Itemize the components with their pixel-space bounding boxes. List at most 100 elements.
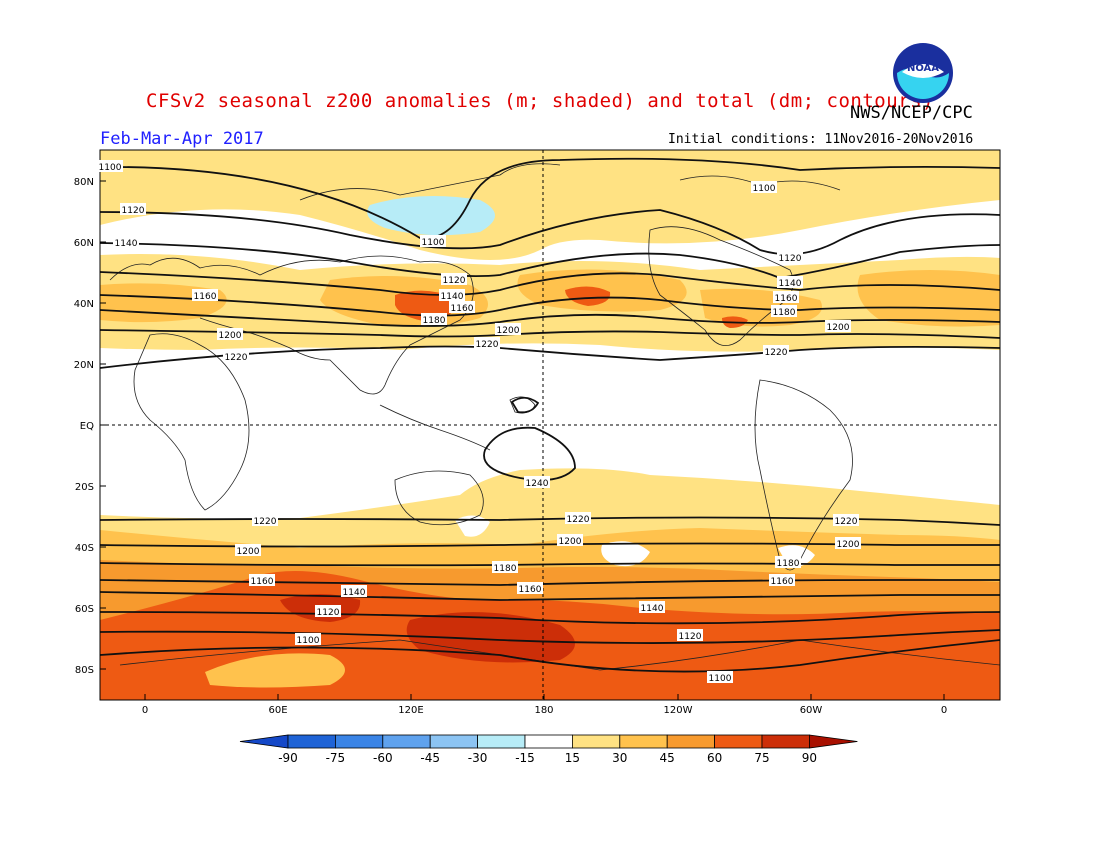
contour-label-bg — [777, 276, 803, 288]
lon-label: 0 — [941, 705, 947, 716]
contour-label: 1120 — [122, 206, 145, 216]
contour-label: 1120 — [317, 608, 340, 618]
contour-label: 1140 — [343, 588, 366, 598]
contour-label: 1140 — [115, 239, 138, 249]
lat-label: 60S — [75, 604, 94, 615]
contour-label: 1180 — [423, 316, 446, 326]
contour-label-bg — [835, 537, 861, 549]
contour-labels: 1100 1100 1100 1100 1100 1120 1120 1120 1120 1120… — [97, 160, 861, 684]
contour-label-bg — [751, 181, 777, 193]
contour-label: 1180 — [494, 564, 517, 574]
contour-label: 1120 — [679, 632, 702, 642]
agency-label: NWS/NCEP/CPC — [850, 103, 973, 123]
contour-label-bg — [97, 160, 123, 172]
contour-label: 1140 — [641, 604, 664, 614]
colorbar-label: 15 — [565, 751, 580, 765]
contour-label: 1160 — [771, 577, 794, 587]
contour-label-bg — [492, 561, 518, 573]
colorbar-segment — [572, 734, 621, 749]
contour-label-bg — [252, 514, 278, 526]
colorbar-label: -45 — [420, 751, 440, 765]
contour-label: 1200 — [237, 547, 260, 557]
contour-label-bg — [495, 323, 521, 335]
noaa-logo-icon: NOAA — [893, 43, 953, 103]
contour-label-bg — [113, 236, 139, 248]
colorbar-segment — [429, 734, 479, 749]
colorbar-segment — [666, 734, 716, 749]
colorbar-segment — [477, 734, 526, 749]
lon-label: 120E — [398, 705, 423, 716]
colorbar-label: 90 — [802, 751, 817, 765]
contour-label: 1220 — [254, 517, 277, 527]
colorbar-segment — [714, 734, 763, 749]
contour-label: 1100 — [709, 674, 732, 684]
logo-text: NOAA — [907, 63, 939, 74]
forecast-period: Feb-Mar-Apr 2017 — [100, 129, 264, 149]
contour-label-bg — [773, 291, 799, 303]
colorbar-label: 30 — [612, 751, 627, 765]
colorbar-label: 60 — [707, 751, 722, 765]
contour-label-bg — [707, 671, 733, 683]
contour-label-bg — [777, 251, 803, 263]
lat-label: EQ — [80, 421, 94, 432]
colorbar-segment — [382, 734, 431, 749]
contour-label-bg — [217, 328, 243, 340]
contour-label: 1240 — [526, 479, 549, 489]
contour-label-bg — [763, 345, 789, 357]
lon-label: 60W — [800, 705, 823, 716]
colorbar-label: -75 — [326, 751, 346, 765]
contour-label-bg — [223, 350, 249, 362]
contour-label: 1220 — [835, 517, 858, 527]
contour-label-bg — [315, 605, 341, 617]
lat-label: 40N — [74, 299, 94, 310]
lon-label: 0 — [142, 705, 148, 716]
contour-label-bg — [517, 582, 543, 594]
colorbar-segment — [287, 734, 336, 749]
contour-label: 1220 — [765, 348, 788, 358]
contour-label-bg — [439, 289, 465, 301]
contour-label-bg — [771, 305, 797, 317]
colorbar-segment — [761, 734, 810, 749]
contour-label-bg — [565, 512, 591, 524]
contour-label-bg — [441, 273, 467, 285]
contour-label-bg — [449, 301, 475, 313]
contour-label: 1160 — [451, 304, 474, 314]
contour-label: 1200 — [497, 326, 520, 336]
contour-label-bg — [825, 320, 851, 332]
lon-label: 120W — [664, 705, 693, 716]
lat-label: 20N — [74, 360, 94, 371]
contour-label: 1200 — [827, 323, 850, 333]
contour-label: 1200 — [837, 540, 860, 550]
contour-label: 1160 — [251, 577, 274, 587]
contour-label-bg — [420, 235, 446, 247]
colorbar-segment — [619, 734, 668, 749]
chart-title: CFSv2 seasonal z200 anomalies (m; shaded… — [146, 90, 934, 112]
contour-label: 1220 — [225, 353, 248, 363]
colorbar-segment — [334, 734, 384, 749]
lat-label: 80N — [74, 177, 94, 188]
colorbar-segment — [524, 734, 573, 749]
colorbar-label: 75 — [754, 751, 769, 765]
contour-label: 1200 — [559, 537, 582, 547]
colorbar-left-arrow — [239, 734, 289, 749]
contour-label-bg — [341, 585, 367, 597]
contour-label-bg — [639, 601, 665, 613]
contour-label: 1200 — [219, 331, 242, 341]
lat-label: 60N — [74, 238, 94, 249]
contour-label-bg — [769, 574, 795, 586]
lon-label: 60E — [268, 705, 287, 716]
contour-label: 1160 — [775, 294, 798, 304]
contour-label: 1120 — [443, 276, 466, 286]
colorbar-label: -15 — [515, 751, 535, 765]
contour-label: 1160 — [194, 292, 217, 302]
contour-label-bg — [524, 476, 550, 488]
contour-label: 1220 — [476, 340, 499, 350]
contour-label: 1120 — [779, 254, 802, 264]
contour-label: 1140 — [441, 292, 464, 302]
contour-label: 1220 — [567, 515, 590, 525]
contour-label-bg — [557, 534, 583, 546]
lat-axis: 80N 60N 40N 20N EQ 20S 40S 60S 80S — [74, 177, 106, 676]
contour-label: 1140 — [779, 279, 802, 289]
colorbar-label: -60 — [373, 751, 393, 765]
